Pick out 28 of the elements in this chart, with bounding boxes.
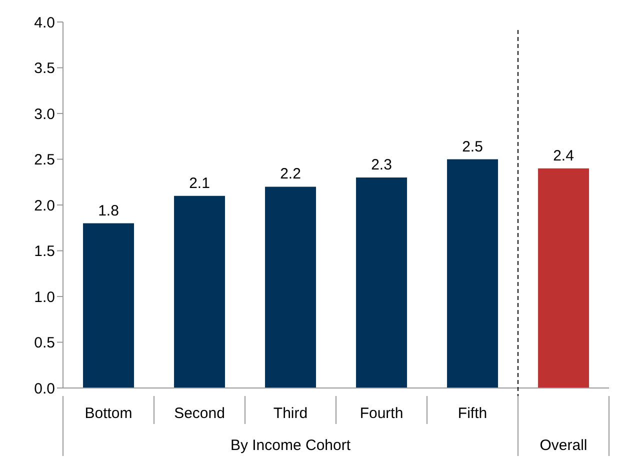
x-tick-label: Second (174, 405, 225, 422)
bar (538, 168, 590, 388)
y-tick-label: 2.5 (34, 152, 55, 169)
x-tick-label: Fourth (360, 405, 404, 422)
y-tick-label: 3.0 (34, 106, 55, 123)
y-tick-label: 1.5 (34, 243, 55, 260)
x-tick-label: Bottom (84, 405, 132, 422)
data-label: 1.8 (98, 202, 119, 220)
y-tick-label: 2.0 (34, 197, 55, 214)
data-label: 2.5 (462, 138, 483, 156)
data-label: 2.1 (189, 174, 210, 192)
y-tick-label: 3.5 (34, 60, 55, 78)
y-tick-label: 1.0 (34, 288, 55, 306)
bar (83, 223, 134, 388)
x-tick-label: Third (273, 405, 308, 422)
data-label: 2.2 (280, 166, 301, 183)
y-tick-label: 4.0 (34, 14, 55, 32)
data-label: 2.3 (371, 156, 392, 174)
x-tick-label: Fifth (458, 405, 488, 422)
bar (174, 196, 226, 388)
text: By Income Cohort (230, 437, 352, 454)
bar (447, 159, 498, 388)
y-tick-label: 0.0 (34, 380, 55, 398)
bar (265, 186, 316, 388)
data-label: 2.4 (553, 147, 574, 164)
text: Overall (540, 437, 588, 454)
bar (356, 178, 408, 388)
y-tick-label: 0.5 (34, 334, 55, 352)
